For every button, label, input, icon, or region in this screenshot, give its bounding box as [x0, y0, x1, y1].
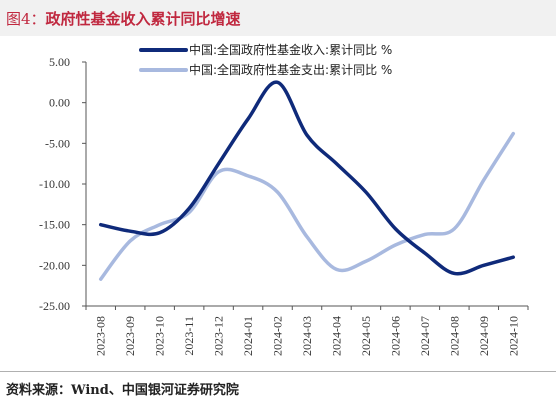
- legend-label: 中国:全国政府性基金支出:累计同比 %: [189, 62, 392, 77]
- x-tick-label: 2024-08: [447, 316, 461, 356]
- legend-label: 中国:全国政府性基金收入:累计同比 %: [189, 42, 392, 57]
- y-tick-label: -15.00: [39, 218, 70, 232]
- x-tick-label: 2024-05: [359, 316, 373, 356]
- legend: 中国:全国政府性基金收入:累计同比 % 中国:全国政府性基金支出:累计同比 %: [139, 42, 392, 77]
- source-note: 资料来源：Wind、中国银河证券研究院: [6, 383, 239, 398]
- title-bar: 图4：政府性基金收入累计同比增速: [0, 0, 556, 36]
- y-tick-label: 5.00: [49, 55, 70, 69]
- x-tick-label: 2024-02: [271, 316, 285, 356]
- x-tick-label: 2024-04: [329, 316, 343, 356]
- x-tick-label: 2023-12: [212, 316, 226, 356]
- series-line-expenditure: [98, 131, 516, 281]
- x-tick-label: 2023-11: [182, 316, 196, 356]
- chart-title: 图4：政府性基金收入累计同比增速: [6, 8, 241, 29]
- line-chart: 5.00 0.00 -5.00 -10.00 -15.00 -20.00 -25.00 202…: [39, 42, 529, 356]
- y-tick-label: -25.00: [39, 299, 70, 313]
- axes: 5.00 0.00 -5.00 -10.00 -15.00 -20.00 -25.00 202…: [39, 55, 529, 356]
- title-prefix: 图4：: [6, 10, 46, 28]
- x-tick-label: 2024-10: [506, 316, 520, 356]
- y-tick-label: -5.00: [45, 136, 70, 150]
- x-tick-label: 2023-09: [123, 316, 137, 356]
- x-tick-label: 2023-08: [94, 316, 108, 356]
- x-tick-label: 2023-10: [153, 316, 167, 356]
- x-tick-label: 2024-01: [241, 316, 255, 356]
- x-tick-label: 2024-09: [477, 316, 491, 356]
- x-tick-label: 2024-07: [418, 316, 432, 356]
- y-tick-label: 0.00: [49, 96, 70, 110]
- y-tick-label: -10.00: [39, 177, 70, 191]
- series-group: [98, 80, 516, 281]
- x-tick-label: 2024-06: [388, 316, 402, 356]
- series-line-revenue: [98, 80, 516, 276]
- x-tick-label: 2024-03: [300, 316, 314, 356]
- title-text: 政府性基金收入累计同比增速: [45, 10, 241, 28]
- y-tick-label: -20.00: [39, 258, 70, 272]
- source-divider: [0, 371, 556, 372]
